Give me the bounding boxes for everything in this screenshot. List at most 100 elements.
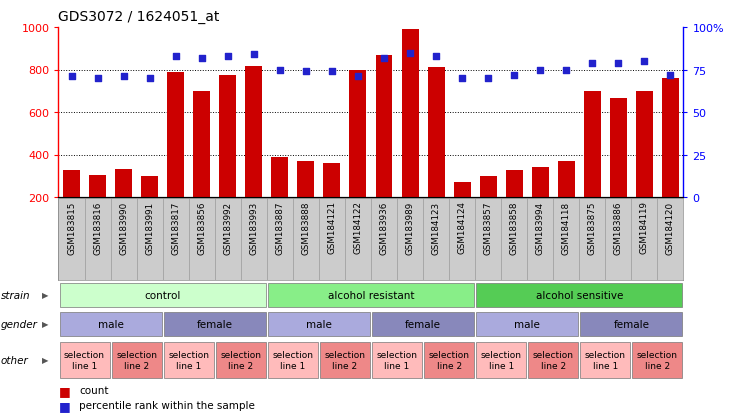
FancyBboxPatch shape [59, 312, 162, 337]
Text: GSM183858: GSM183858 [510, 201, 519, 254]
Text: GSM183993: GSM183993 [249, 201, 258, 254]
FancyBboxPatch shape [632, 342, 683, 379]
Bar [110, 199, 137, 280]
Bar [501, 199, 527, 280]
Bar [610, 99, 627, 197]
Text: selection
line 2: selection line 2 [116, 351, 157, 370]
Bar [189, 199, 215, 280]
Bar [323, 164, 341, 197]
FancyBboxPatch shape [164, 342, 213, 379]
Text: GSM184120: GSM184120 [666, 201, 675, 254]
FancyBboxPatch shape [372, 342, 422, 379]
Text: GSM184121: GSM184121 [327, 201, 336, 254]
Bar [553, 199, 579, 280]
Bar [58, 199, 85, 280]
Bar [376, 55, 393, 197]
Text: GSM183817: GSM183817 [171, 201, 180, 254]
Point [326, 69, 338, 75]
Text: GSM183857: GSM183857 [484, 201, 493, 254]
Point [196, 55, 208, 62]
Text: GSM183989: GSM183989 [406, 201, 414, 254]
Point [170, 53, 181, 60]
Bar [298, 161, 314, 197]
Point [639, 59, 651, 65]
Text: selection
line 1: selection line 1 [273, 351, 314, 370]
Point [91, 76, 103, 82]
Text: GSM183990: GSM183990 [119, 201, 128, 254]
FancyBboxPatch shape [268, 283, 474, 308]
Bar [89, 175, 106, 197]
Bar [632, 199, 657, 280]
Text: other: other [1, 355, 29, 365]
Bar [401, 30, 419, 197]
Bar [605, 199, 632, 280]
Point [118, 74, 129, 81]
Text: female: female [405, 319, 441, 329]
Text: count: count [79, 386, 108, 396]
FancyBboxPatch shape [320, 342, 370, 379]
Text: selection
line 2: selection line 2 [428, 351, 469, 370]
Bar [271, 157, 288, 197]
Point [352, 74, 364, 81]
Bar [215, 199, 240, 280]
Text: selection
line 1: selection line 1 [481, 351, 522, 370]
FancyBboxPatch shape [476, 283, 683, 308]
Bar [162, 199, 189, 280]
Point [404, 50, 416, 57]
Text: GSM183887: GSM183887 [276, 201, 284, 254]
Text: alcohol resistant: alcohol resistant [327, 290, 414, 300]
Point [534, 67, 546, 74]
FancyBboxPatch shape [59, 283, 266, 308]
Bar [345, 199, 371, 280]
Bar [449, 199, 475, 280]
Text: GSM183816: GSM183816 [93, 201, 102, 254]
Text: GSM183888: GSM183888 [301, 201, 311, 254]
Bar [240, 199, 267, 280]
Text: GSM183815: GSM183815 [67, 201, 76, 254]
Text: female: female [613, 319, 649, 329]
Text: GSM184122: GSM184122 [354, 201, 363, 254]
Text: alcohol sensitive: alcohol sensitive [536, 290, 623, 300]
Bar [506, 171, 523, 197]
Bar [558, 161, 575, 197]
Bar [137, 199, 162, 280]
Text: control: control [145, 290, 181, 300]
Bar [579, 199, 605, 280]
Bar [531, 168, 549, 197]
Point [456, 76, 468, 82]
Text: GSM184124: GSM184124 [458, 201, 466, 254]
FancyBboxPatch shape [59, 342, 110, 379]
Text: selection
line 2: selection line 2 [220, 351, 261, 370]
Bar [657, 199, 683, 280]
Text: selection
line 1: selection line 1 [376, 351, 417, 370]
Point [274, 67, 286, 74]
FancyBboxPatch shape [372, 312, 474, 337]
Text: GSM183991: GSM183991 [145, 201, 154, 254]
Bar [141, 176, 158, 197]
FancyBboxPatch shape [268, 342, 318, 379]
Point [431, 53, 442, 60]
Text: GSM183856: GSM183856 [197, 201, 206, 254]
Bar [423, 199, 449, 280]
Text: GSM184123: GSM184123 [431, 201, 441, 254]
Text: male: male [515, 319, 540, 329]
Point [144, 76, 156, 82]
Text: ■: ■ [58, 384, 70, 397]
Point [586, 60, 598, 67]
Point [664, 72, 676, 79]
FancyBboxPatch shape [580, 312, 683, 337]
Text: ▶: ▶ [42, 320, 49, 329]
Point [613, 60, 624, 67]
Text: GSM183875: GSM183875 [588, 201, 596, 254]
Text: ▶: ▶ [42, 291, 49, 300]
Text: selection
line 2: selection line 2 [325, 351, 366, 370]
Bar [527, 199, 553, 280]
Point [561, 67, 572, 74]
Text: GSM183936: GSM183936 [379, 201, 388, 254]
Bar [85, 199, 110, 280]
Text: GSM184118: GSM184118 [562, 201, 571, 254]
Text: female: female [197, 319, 232, 329]
Text: ▶: ▶ [42, 356, 49, 365]
FancyBboxPatch shape [529, 342, 578, 379]
Text: male: male [98, 319, 124, 329]
